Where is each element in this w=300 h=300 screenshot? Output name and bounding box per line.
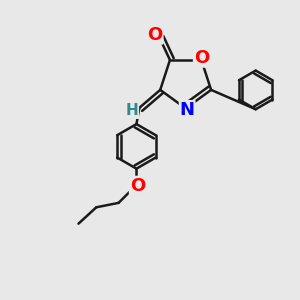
Text: H: H bbox=[126, 103, 138, 118]
Text: N: N bbox=[180, 101, 195, 119]
Text: O: O bbox=[194, 49, 209, 67]
Text: O: O bbox=[130, 177, 145, 195]
Text: O: O bbox=[148, 26, 163, 44]
